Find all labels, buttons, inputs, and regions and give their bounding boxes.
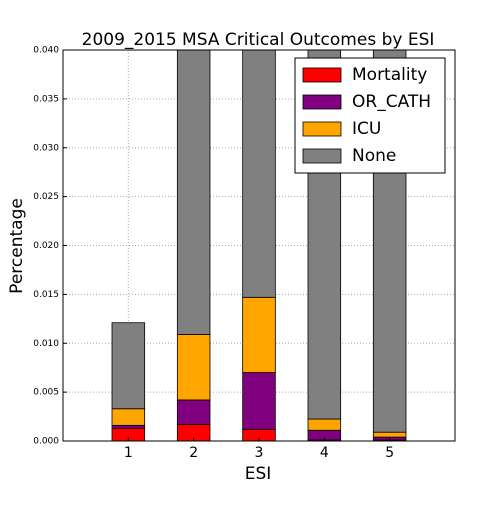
x-tick-label: 5	[385, 445, 394, 461]
bar-segment	[176, 334, 211, 401]
bars	[111, 50, 407, 441]
legend-swatch	[302, 148, 342, 164]
legend-label: Mortality	[352, 65, 427, 85]
y-tick-label: 0.025	[33, 192, 59, 202]
y-axis-label: Percentage	[7, 198, 27, 294]
y-tick-label: 0.005	[33, 388, 59, 398]
bar-segment	[176, 399, 211, 425]
y-tick-label: 0.020	[33, 241, 59, 251]
bar-segment	[307, 418, 342, 431]
y-tick-label: 0.010	[33, 339, 59, 349]
legend-swatch	[302, 94, 342, 110]
x-tick-label: 3	[255, 445, 264, 461]
y-tick-label: 0.030	[33, 143, 59, 153]
x-tick-label: 1	[124, 445, 133, 461]
ticks: 0.000 0.005 0.010 0.015 0.020 0.025 0.030 0.035…	[33, 46, 394, 462]
chart-title: 2009_2015 MSA Critical Outcomes by ESI	[82, 30, 435, 50]
bar-segment	[176, 50, 211, 335]
bar-segment	[242, 296, 276, 373]
legend-label: OR_CATH	[352, 92, 431, 112]
bar-segment	[111, 424, 146, 429]
y-tick-label: 0.035	[33, 94, 59, 104]
legend-swatch	[302, 67, 342, 83]
legend-label: None	[352, 146, 396, 166]
legend: Mortality OR_CATH ICU None	[294, 57, 446, 174]
x-axis-label: ESI	[245, 464, 272, 484]
y-tick-label: 0.040	[33, 46, 59, 56]
legend-label: ICU	[352, 119, 381, 139]
bar-segment	[372, 431, 407, 438]
x-tick-label: 4	[320, 445, 329, 461]
bar-segment	[242, 372, 276, 430]
bar-segment	[111, 408, 146, 426]
y-tick-label: 0.015	[33, 290, 59, 300]
legend-swatch	[302, 121, 342, 137]
y-tick-label: 0.000	[33, 437, 59, 447]
bar-segment	[111, 322, 146, 410]
bar-segment	[242, 50, 276, 298]
x-tick-label: 2	[189, 445, 198, 461]
